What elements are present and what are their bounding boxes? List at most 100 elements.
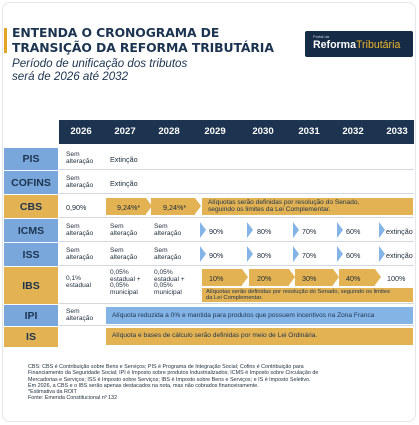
- icms-arrow-2030: [247, 222, 253, 238]
- row-label-pis: PIS: [4, 148, 58, 170]
- cbs-2026: 0,90%: [66, 203, 87, 212]
- row-label-iss: ISS: [4, 243, 58, 266]
- ibs-2027: 0,05% estadual +0,05% municipal: [110, 269, 141, 296]
- ipi-band: [106, 307, 413, 324]
- icms-2027: Sem alteração: [110, 223, 138, 238]
- title-accent-bar: [4, 28, 7, 53]
- subtitle-line-1: Período de unificação dos tributos: [12, 57, 188, 70]
- row-iss: [59, 243, 414, 266]
- row-label-icms: ICMS: [4, 219, 58, 242]
- year-2032: 2032: [342, 126, 364, 137]
- page-subtitle: Período de unificação dos tributos será …: [12, 57, 212, 83]
- iss-2032: 60%: [346, 251, 361, 260]
- pis-2026: Sem alteração: [66, 151, 94, 166]
- row-label-ibs: IBS: [4, 267, 58, 304]
- row-pis: [59, 148, 414, 170]
- icms-arrow-2033: [379, 222, 385, 238]
- ibs-2031-chevron: [333, 269, 339, 285]
- iss-arrow-2030: [247, 246, 253, 262]
- ibs-2031-arrow: [295, 269, 333, 286]
- iss-arrow-2033: [379, 246, 385, 262]
- ibs-2028: 0,05% estadual +0,05% municipal: [154, 269, 185, 296]
- cbs-band: [202, 198, 413, 215]
- ipi-2026: Sem alteração: [66, 308, 94, 323]
- is-band: [106, 328, 413, 345]
- iss-2030: 80%: [257, 251, 272, 260]
- row-label-cbs: CBS: [4, 195, 58, 218]
- ibs-2026: 0,1% estadual: [66, 275, 91, 290]
- icms-arrow-2031: [293, 222, 299, 238]
- ibs-2030-chevron: [289, 269, 295, 285]
- cbs-2027: 9,24%*: [117, 203, 141, 212]
- is-band-text: Alíquota e bases de cálculo serão defini…: [112, 332, 318, 339]
- ibs-band-text: Alíquotas serão definidas por resolução …: [206, 289, 391, 302]
- year-2033: 2033: [386, 126, 408, 137]
- row-cofins: [59, 171, 414, 194]
- footnote-line: Mercadorias e Serviços; ISS é Imposto so…: [28, 376, 311, 383]
- year-2026: 2026: [70, 126, 92, 137]
- iss-2033: extinção: [386, 251, 413, 260]
- cbs-band-text: Alíquotas serão definidas por resolução …: [208, 199, 360, 214]
- ibs-2032-arrow: [339, 269, 375, 286]
- year-2028: 2028: [158, 126, 180, 137]
- ibs-2033: 100%: [387, 274, 406, 283]
- icms-2026: Sem alteração: [66, 223, 94, 238]
- ibs-2029: 10%: [209, 274, 224, 283]
- ibs-2030-arrow: [249, 269, 289, 286]
- cbs-2027-chevron: [146, 198, 152, 214]
- ibs-2032-chevron: [375, 269, 381, 285]
- ibs-2029-chevron: [242, 269, 248, 285]
- page-title: ENTENDA O CRONOGRAMA DE TRANSIÇÃO DA REF…: [12, 25, 292, 55]
- ibs-2030: 20%: [257, 274, 272, 283]
- year-header: 2026 2027 2028 2029 2030 2031 2032 2033: [59, 120, 414, 144]
- icms-arrow-2029: [200, 222, 206, 238]
- cbs-2028-arrow: [151, 198, 195, 215]
- icms-2032: 60%: [346, 227, 361, 236]
- cofins-2027: Extinção: [110, 179, 138, 188]
- cofins-2026: Sem alteração: [66, 175, 94, 190]
- icms-2033: extinção: [386, 227, 413, 236]
- footnote-line: *Estimativa da ROIT: [28, 389, 77, 396]
- footnote-line: Financiamento da Seguridade Social; IPI …: [28, 370, 319, 377]
- iss-arrow-2032: [337, 246, 343, 262]
- footnote-line: Em 2026, a CBS e o IBS serão apenas dest…: [28, 382, 259, 389]
- year-2029: 2029: [204, 126, 226, 137]
- ibs-2029-arrow: [202, 269, 242, 286]
- subtitle-line-2: será de 2026 até 2032: [12, 70, 129, 83]
- cbs-2027-arrow: [106, 198, 146, 215]
- year-2030: 2030: [252, 126, 274, 137]
- row-icms: [59, 219, 414, 242]
- footnotes: CBS: CBS é Contribuição sobre Bens e Ser…: [28, 364, 398, 402]
- ipi-band-text: Alíquota reduzida a 0% e mantida para pr…: [112, 312, 375, 319]
- ibs-2031: 30%: [302, 274, 317, 283]
- row-label-cofins: COFINS: [4, 171, 58, 194]
- iss-2027: Sem alteração: [110, 247, 138, 262]
- icms-arrow-2032: [337, 222, 343, 238]
- row-label-is: IS: [4, 327, 58, 347]
- cbs-2028-chevron: [195, 198, 201, 214]
- logo-small-text: Portal da: [313, 34, 330, 39]
- icms-2029: 90%: [209, 227, 224, 236]
- pis-2027: Extinção: [110, 155, 138, 164]
- year-2031: 2031: [298, 126, 320, 137]
- title-line-2: TRANSIÇÃO DA REFORMA TRIBUTÁRIA: [12, 40, 274, 55]
- brand-logo: Portal da ReformaTributária: [305, 31, 413, 57]
- icms-2028: Sem alteração: [154, 223, 182, 238]
- icms-2031: 70%: [302, 227, 317, 236]
- year-2027: 2027: [114, 126, 136, 137]
- iss-2026: Sem alteração: [66, 247, 94, 262]
- iss-2031: 70%: [302, 251, 317, 260]
- ibs-2032: 40%: [346, 274, 361, 283]
- iss-arrow-2031: [293, 246, 299, 262]
- iss-arrow-2029: [200, 246, 206, 262]
- title-line-1: ENTENDA O CRONOGRAMA DE: [12, 25, 220, 40]
- footnote-source: Fonte: Emenda Constitucional nº 132: [28, 395, 118, 402]
- iss-2028: Sem alteração: [154, 247, 182, 262]
- ibs-band: [202, 288, 413, 302]
- cbs-2028: 9,24%*: [163, 203, 187, 212]
- iss-2029: 90%: [209, 251, 224, 260]
- footnote-line: CBS: CBS é Contribuição sobre Bens e Ser…: [28, 364, 304, 370]
- row-label-ipi: IPI: [4, 305, 58, 326]
- logo-wordmark: ReformaTributária: [313, 39, 401, 51]
- icms-2030: 80%: [257, 227, 272, 236]
